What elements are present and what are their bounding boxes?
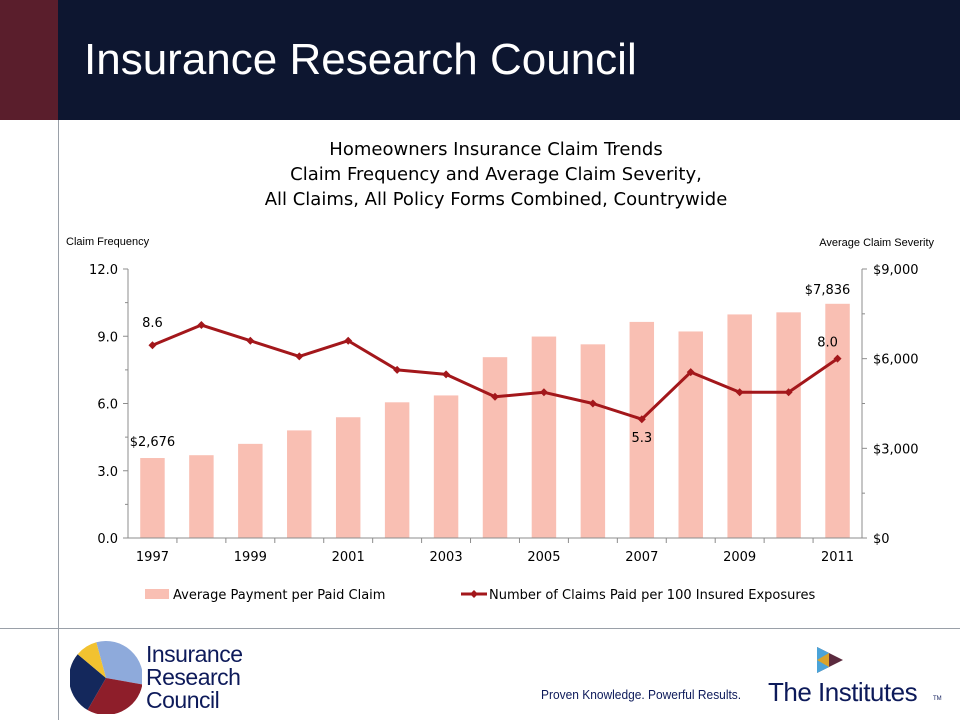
irc-logo-line: Insurance xyxy=(146,641,243,667)
severity-bar xyxy=(629,321,655,538)
severity-bar xyxy=(482,357,508,538)
x-axis-tick-label: 2009 xyxy=(723,550,756,565)
institutes-tagline: Proven Knowledge. Powerful Results. xyxy=(541,687,742,702)
frequency-point xyxy=(197,321,206,330)
irc-logo-line: Research xyxy=(146,664,241,690)
x-axis-tick-label: 2001 xyxy=(332,550,365,565)
severity-bar xyxy=(727,314,752,538)
right-axis-tick-label: $0 xyxy=(873,532,890,547)
trademark-mark: TM xyxy=(933,696,942,702)
left-divider-line xyxy=(58,120,59,720)
x-axis-tick-label: 2003 xyxy=(430,550,463,565)
frequency-point xyxy=(295,352,304,361)
slide-header: Insurance Research Council xyxy=(0,0,960,120)
data-label: $7,836 xyxy=(805,283,851,298)
severity-bar xyxy=(335,417,361,538)
legend-swatch-bar xyxy=(145,589,169,599)
frequency-point xyxy=(833,354,842,363)
claim-trends-chart: Homeowners Insurance Claim Trends Claim F… xyxy=(66,139,934,603)
frequency-point xyxy=(393,365,402,374)
frequency-point xyxy=(735,388,744,397)
severity-bar xyxy=(825,303,850,538)
footer-divider-line xyxy=(0,628,960,629)
slide-title: Insurance Research Council xyxy=(84,35,637,84)
severity-bar xyxy=(189,455,214,538)
severity-bar xyxy=(433,395,459,538)
data-label: 5.3 xyxy=(631,431,652,446)
irc-logo-slice-yellow xyxy=(77,642,106,678)
irc-pie-logo xyxy=(70,641,142,714)
left-axis-tick-label: 6.0 xyxy=(97,398,118,413)
chart-title-line: Homeowners Insurance Claim Trends xyxy=(329,139,662,160)
legend-label: Average Payment per Paid Claim xyxy=(173,588,385,603)
institutes-wordmark: The Institutes xyxy=(768,677,918,707)
irc-logo-line: Council xyxy=(146,687,220,713)
frequency-point xyxy=(637,415,646,424)
left-axis-tick-label: 12.0 xyxy=(89,263,118,278)
irc-logo-wordmark: Insurance Research Council xyxy=(146,643,243,712)
frequency-point xyxy=(539,388,548,397)
frequency-point xyxy=(344,336,353,345)
severity-bar xyxy=(287,430,312,538)
severity-bar xyxy=(140,458,165,538)
right-axis-tick-label: $3,000 xyxy=(873,442,919,457)
severity-bar xyxy=(580,344,606,538)
left-axis-tick-label: 0.0 xyxy=(97,532,118,547)
chart-title-line: All Claims, All Policy Forms Combined, C… xyxy=(265,189,728,210)
frequency-point xyxy=(588,399,597,408)
severity-bar xyxy=(678,331,703,538)
right-axis-title: Average Claim Severity xyxy=(819,237,934,249)
frequency-point xyxy=(784,388,793,397)
irc-logo-slice-red xyxy=(87,678,142,714)
legend-swatch-marker xyxy=(470,590,478,598)
frequency-point xyxy=(686,368,695,377)
data-label: $2,676 xyxy=(130,435,176,450)
left-axis-title: Claim Frequency xyxy=(66,236,150,248)
institutes-chevron-icon xyxy=(817,647,843,673)
x-axis-tick-label: 2011 xyxy=(821,550,854,565)
severity-bar xyxy=(384,402,410,538)
severity-bar xyxy=(776,312,801,538)
right-axis-tick-label: $9,000 xyxy=(873,263,919,278)
x-axis-tick-label: 2007 xyxy=(625,550,658,565)
frequency-point xyxy=(148,341,157,350)
severity-bar xyxy=(238,443,263,538)
frequency-point xyxy=(491,392,499,401)
frequency-point xyxy=(246,336,255,345)
x-axis-tick-label: 1999 xyxy=(234,550,267,565)
severity-bar xyxy=(531,336,557,538)
irc-logo-slice-navy xyxy=(70,654,106,710)
left-axis-tick-label: 9.0 xyxy=(97,330,118,345)
data-label: 8.6 xyxy=(142,316,163,331)
frequency-point xyxy=(442,370,451,379)
x-axis-tick-label: 2005 xyxy=(527,550,560,565)
right-axis-tick-label: $6,000 xyxy=(873,353,919,368)
chart-title-line: Claim Frequency and Average Claim Severi… xyxy=(290,164,702,185)
left-axis-tick-label: 3.0 xyxy=(97,465,118,480)
header-accent-bar xyxy=(0,0,58,120)
x-axis-tick-label: 1997 xyxy=(136,550,169,565)
irc-logo-slice-blue xyxy=(96,641,142,685)
data-label: 8.0 xyxy=(817,336,838,351)
legend-label: Number of Claims Paid per 100 Insured Ex… xyxy=(489,588,815,603)
